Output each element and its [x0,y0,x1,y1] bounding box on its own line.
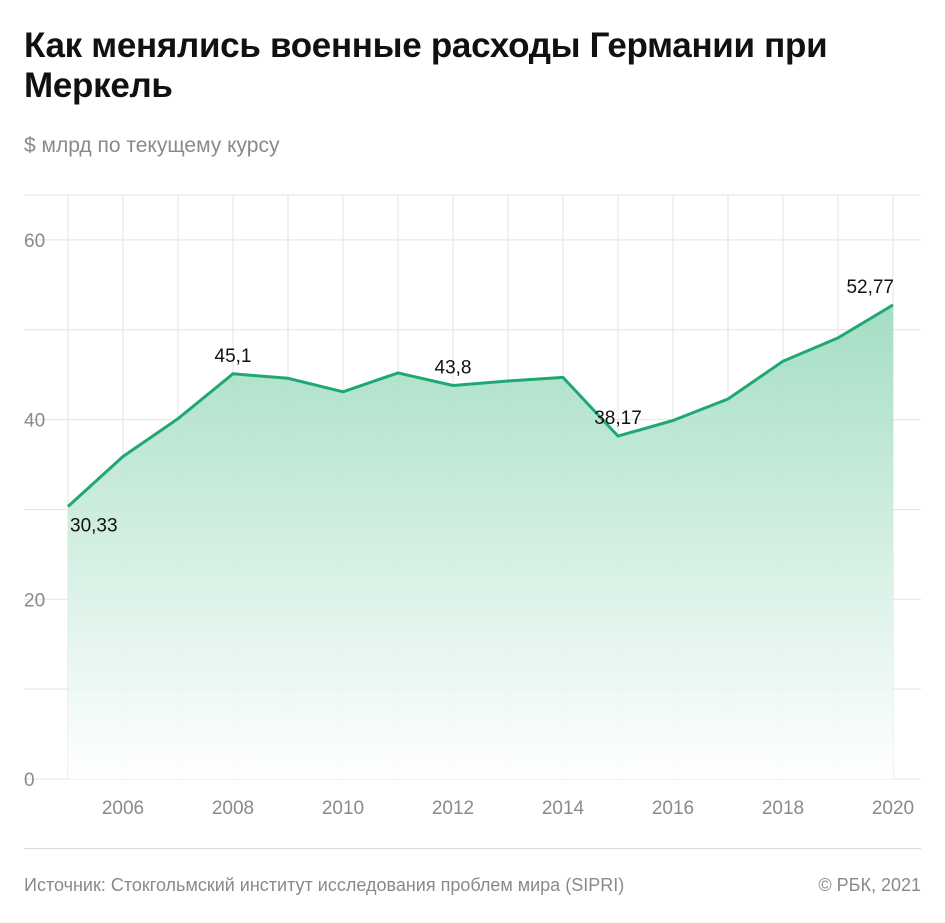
line-area-chart: 0 20 40 60 2006 2008 2010 2012 2014 2016 2018 2020… [24,194,921,819]
chart-title: Как менялись военные расходы Германии пр… [24,26,828,105]
y-tick-label: 60 [24,231,45,252]
data-labels: 30,33 45,1 43,8 38,17 52,77 [70,277,894,537]
x-tick-label: 2012 [432,798,474,819]
data-label: 52,77 [846,277,894,298]
x-axis-ticks: 2006 2008 2010 2012 2014 2016 2018 2020 [102,798,914,819]
area-fill [68,304,893,779]
x-tick-label: 2020 [872,798,914,819]
x-tick-label: 2010 [322,798,364,819]
data-label: 45,1 [215,346,252,367]
x-tick-label: 2014 [542,798,585,819]
x-tick-label: 2008 [212,798,254,819]
series-line [66,303,894,508]
copyright-note: © РБК, 2021 [818,875,921,895]
data-label: 38,17 [594,408,642,429]
chart-subtitle: $ млрд по текущему курсу [24,134,280,157]
data-label: 43,8 [435,357,472,378]
source-note: Источник: Стокгольмский институт исследо… [24,875,625,895]
x-tick-label: 2018 [762,798,804,819]
y-tick-label: 40 [24,411,45,432]
data-label: 30,33 [70,515,118,536]
y-axis-ticks: 0 20 40 60 [24,231,45,791]
y-tick-label: 20 [24,590,45,611]
x-tick-label: 2016 [652,798,694,819]
footer-divider [24,848,921,849]
y-tick-label: 0 [24,770,35,791]
x-tick-label: 2006 [102,798,144,819]
